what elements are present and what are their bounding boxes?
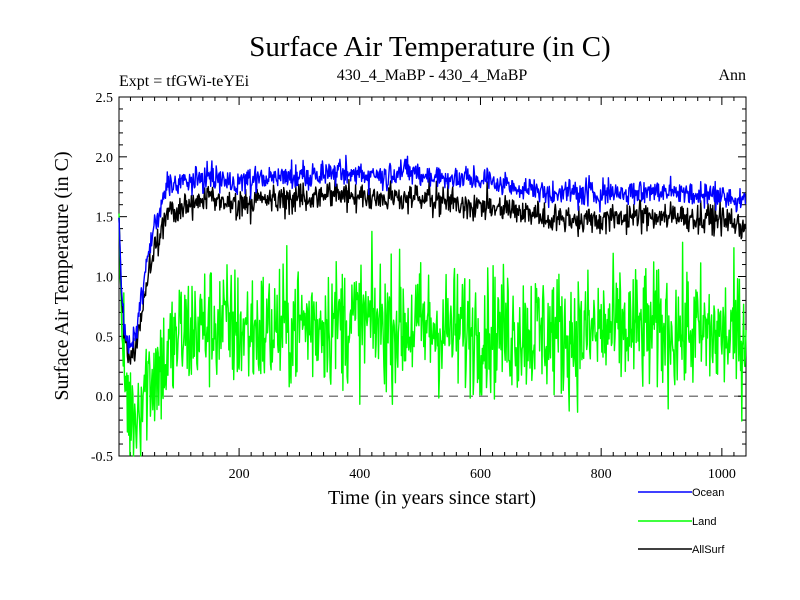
legend-label-allsurf: AllSurf — [692, 544, 725, 556]
x-tick-label: 800 — [591, 467, 612, 482]
x-axis-label: Time (in years since start) — [328, 487, 536, 509]
y-tick-label: -0.5 — [91, 450, 113, 465]
axis-ticks: 200 400 600 800 1000 -0.5 0.0 0.5 1.0 1.5 2.0 2.5 — [91, 91, 747, 482]
series-line-ocean — [118, 154, 747, 354]
y-tick-label: 1.5 — [96, 211, 114, 226]
series-line-allsurf — [118, 177, 747, 365]
series-line-land — [118, 213, 747, 457]
chart-title: Surface Air Temperature (in C) — [249, 31, 610, 63]
x-tick-label: 400 — [349, 467, 370, 482]
x-tick-label: 1000 — [708, 467, 736, 482]
legend-label-land: Land — [692, 516, 716, 528]
plot-frame — [118, 96, 747, 457]
experiment-label: Expt = tfGWi-teYEi — [119, 73, 250, 90]
legend: Ocean Land AllSurf — [638, 487, 725, 556]
y-axis-label: Surface Air Temperature (in C) — [51, 151, 73, 400]
y-tick-label: 2.0 — [96, 151, 114, 166]
legend-label-ocean: Ocean — [692, 487, 724, 499]
y-tick-label: 2.5 — [96, 91, 114, 106]
series-group — [118, 154, 747, 457]
x-tick-label: 600 — [470, 467, 491, 482]
x-tick-label: 200 — [229, 467, 250, 482]
y-tick-label: 0.5 — [96, 330, 114, 345]
y-tick-label: 1.0 — [96, 271, 114, 286]
comparison-label: 430_4_MaBP - 430_4_MaBP — [337, 67, 528, 84]
season-label: Ann — [718, 67, 746, 84]
y-tick-label: 0.0 — [96, 390, 114, 405]
